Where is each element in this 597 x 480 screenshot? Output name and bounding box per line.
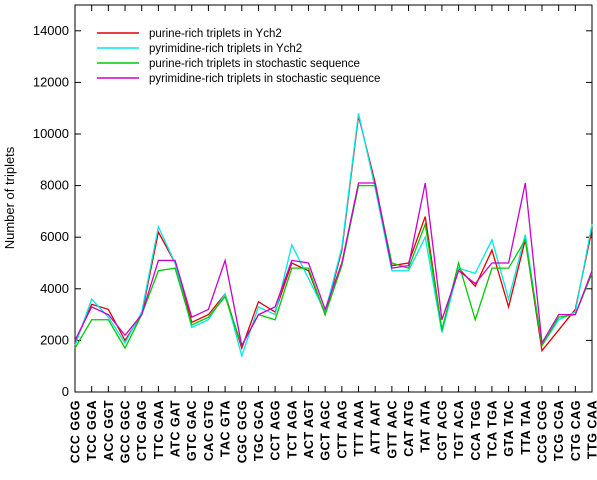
x-tick-label: TTT AAA: [352, 400, 366, 457]
x-tick-label: CTT AAG: [335, 400, 349, 459]
y-tick-label: 12000: [33, 74, 69, 89]
x-tick-label: CGC GCG: [235, 400, 249, 463]
y-tick-label: 0: [62, 384, 69, 399]
y-tick-label: 2000: [40, 332, 69, 347]
legend-label: pyrimidine-rich triplets in Ych2: [149, 43, 302, 55]
series-line-2: [74, 113, 593, 359]
legend: purine-rich triplets in Ych2 pyrimidine-r…: [97, 28, 380, 85]
x-tick-label: ATC GAT: [169, 400, 183, 457]
x-tick-label: GTT AAC: [385, 400, 399, 459]
x-tick-label: TCA TGA: [485, 400, 499, 459]
x-tick-label: GTA TAC: [502, 400, 516, 457]
x-tick-label: CTC GAG: [135, 400, 149, 461]
x-tick-label: TGT ACA: [452, 400, 466, 459]
x-tick-label: TTG CAA: [586, 400, 597, 459]
x-tick-label: ATT AAT: [369, 400, 383, 455]
y-tick-label: 10000: [33, 126, 69, 141]
x-tick-label: CCA TGG: [469, 400, 483, 461]
x-tick-label: TCT AGA: [285, 400, 299, 459]
x-tick-label: GTC GAC: [185, 400, 199, 461]
x-tick-label: CCG CGG: [535, 400, 549, 463]
x-tick-label: CCT AGG: [269, 400, 283, 461]
x-tick-label: CGT ACG: [435, 400, 449, 461]
x-tick-label: GCT AGC: [319, 400, 333, 461]
x-tick-label: TTC GAA: [152, 400, 166, 459]
x-tick-label: ACT AGT: [302, 400, 316, 459]
series-line-4: [74, 182, 593, 348]
x-tick-label: TTA TAA: [519, 400, 533, 455]
series-lines: [74, 113, 593, 359]
x-tick-label: CAT ATG: [402, 400, 416, 457]
x-tick-label: TGC GCA: [252, 400, 266, 461]
y-axis: 0 2000 4000 6000 8000 10000 12000 14000: [33, 23, 592, 399]
legend-label: purine-rich triplets in Ych2: [149, 28, 282, 40]
x-tick-label: CAC GTG: [202, 400, 216, 461]
y-tick-label: 4000: [40, 281, 69, 296]
plot-frame: [74, 4, 593, 393]
x-tick-label: TAT ATA: [419, 400, 433, 453]
y-tick-label: 14000: [33, 23, 69, 38]
series-line-3: [74, 184, 593, 350]
x-axis: CCC GGG TCC GGA ACC GGT GCC GGC CTC GAG TTC G…: [69, 5, 597, 463]
y-axis-title: Number of triplets: [2, 146, 17, 249]
x-tick-label: GCC GGC: [119, 400, 133, 463]
y-tick-label: 6000: [40, 229, 69, 244]
x-tick-label: ACC GGT: [102, 400, 116, 461]
y-tick-label: 8000: [40, 178, 69, 193]
x-tick-label: TAC GTA: [219, 400, 233, 457]
x-tick-label: CTG CAG: [569, 400, 583, 461]
legend-label: purine-rich triplets in stochastic seque…: [149, 58, 360, 70]
x-tick-label: TCG CGA: [552, 400, 566, 461]
legend-label: pyrimidine-rich triplets in stochastic s…: [149, 73, 380, 85]
x-tick-label: TCC GGA: [85, 400, 99, 461]
x-tick-label: CCC GGG: [69, 400, 83, 463]
